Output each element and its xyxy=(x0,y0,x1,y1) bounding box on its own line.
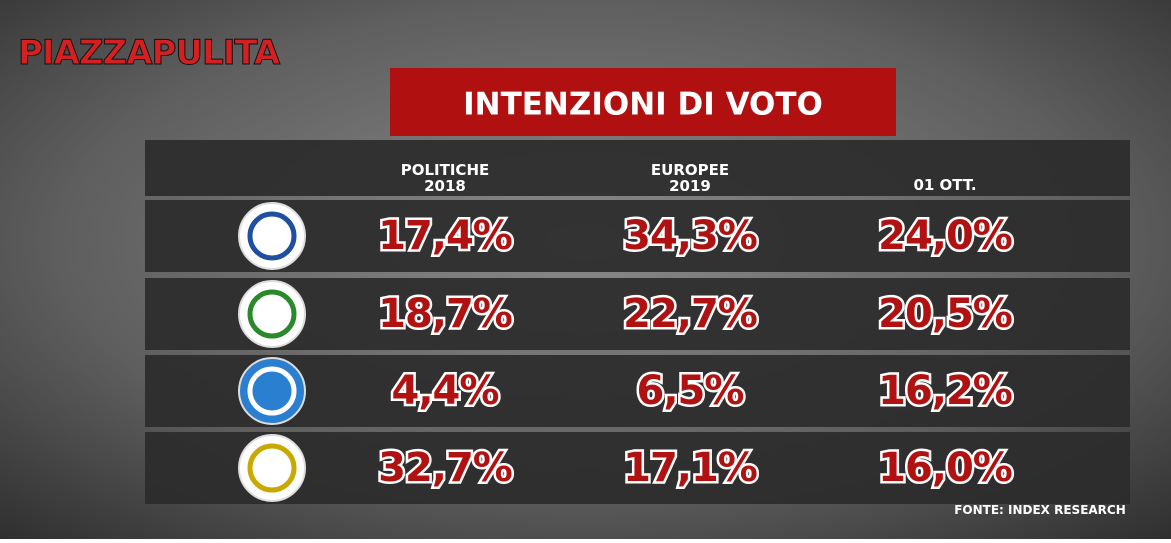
column-header: 2019 xyxy=(669,177,711,195)
cell-value: 32,7% xyxy=(378,445,512,491)
party-logo-inner xyxy=(247,443,297,493)
cell-value: 24,0% xyxy=(878,213,1012,259)
cell-value: 22,7% xyxy=(623,291,757,337)
column-header: POLITICHE xyxy=(401,161,490,179)
title: INTENZIONI DI VOTO xyxy=(463,87,823,123)
table-row xyxy=(145,355,1130,427)
party-logo-inner xyxy=(247,211,297,261)
column-header: 01 OTT. xyxy=(913,176,976,194)
cell-value: 4,4% xyxy=(392,368,499,414)
cell-value: 20,5% xyxy=(878,291,1012,337)
table-row xyxy=(145,278,1130,350)
cell-value: 16,2% xyxy=(878,368,1012,414)
table-row xyxy=(145,432,1130,504)
party-logo-inner xyxy=(247,289,297,339)
cell-value: 17,1% xyxy=(623,445,757,491)
column-header: EUROPEE xyxy=(651,161,729,179)
cell-value: 34,3% xyxy=(623,213,757,259)
brand: PIAZZAPULITA xyxy=(18,33,281,73)
cell-value: 6,5% xyxy=(637,368,744,414)
table-row xyxy=(145,200,1130,272)
column-header: 2018 xyxy=(424,177,466,195)
cell-value: 17,4% xyxy=(378,213,512,259)
source: FONTE: INDEX RESEARCH xyxy=(954,503,1126,517)
cell-value: 18,7% xyxy=(378,291,512,337)
cell-value: 16,0% xyxy=(878,445,1012,491)
title-box xyxy=(390,68,896,136)
party-logo-inner xyxy=(247,366,297,416)
header-row xyxy=(145,140,1130,196)
